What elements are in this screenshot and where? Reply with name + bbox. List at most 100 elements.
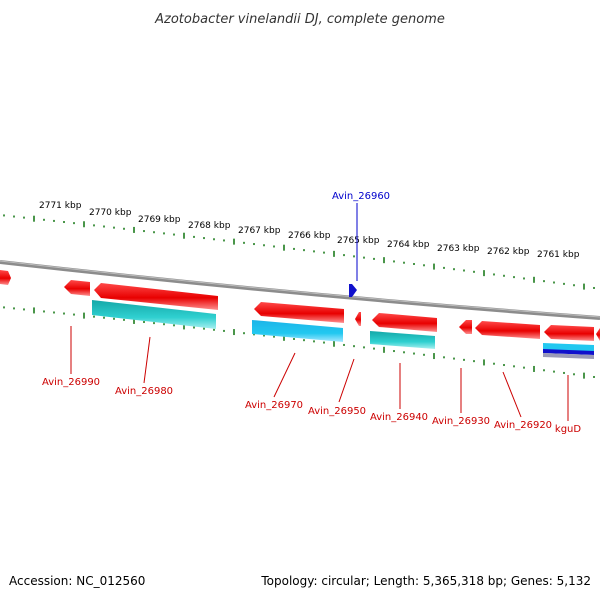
leader-line-avin-26950 [338,358,355,403]
scale-tick [183,323,185,330]
scale-tick [503,364,505,367]
scale-tick [123,318,125,321]
gene-arrow[interactable] [596,328,600,341]
gene-features [0,270,600,359]
scale-tick [53,219,55,222]
scale-tick [243,241,245,244]
scale-tick [463,358,465,361]
scale-tick [473,360,475,363]
scale-tick [353,345,355,348]
gene-label-avin-26980[interactable]: Avin_26980 [115,386,173,397]
scale-tick [423,264,425,267]
scale-tick [43,218,45,221]
scale-tick [523,277,525,280]
leader-line-avin-26920 [502,371,522,418]
scale-tick [343,343,345,346]
scale-tick [243,332,245,335]
scale-tick [513,276,515,279]
scale-tick [303,249,305,252]
scale-label: 2765 kbp [337,236,380,246]
genome-backbone [0,260,600,320]
scale-tick [523,366,525,369]
gene-label-avin-26970[interactable]: Avin_26970 [245,400,303,411]
scale-tick [493,273,495,276]
scale-tick [403,351,405,354]
gene-arrow-avin-26940[interactable] [372,313,437,332]
scale-tick [23,308,25,311]
scale-tick [3,306,5,309]
scale-label: 2769 kbp [138,215,181,225]
gene-label-avin-26940[interactable]: Avin_26940 [370,412,428,423]
scale-tick [583,283,585,290]
scale-tick [563,282,565,285]
scale-tick [313,250,315,253]
gene-bar-avin-26940[interactable] [370,331,435,349]
scale-label: 2766 kbp [288,231,331,241]
scale-tick [333,250,335,257]
leader-line-avin-26980 [143,336,151,384]
scale-tick [273,335,275,338]
gene-bar-kgud-grey[interactable] [543,353,594,359]
scale-tick [453,357,455,360]
scale-tick [173,324,175,327]
scale-tick [193,235,195,238]
scale-tick [113,226,115,229]
gene-label-avin-26920[interactable]: Avin_26920 [494,420,552,431]
scale-tick [133,226,135,233]
gene-bar-avin-26980[interactable] [92,300,216,329]
map-title: Azotobacter vinelandii DJ, complete geno… [154,12,445,27]
scale-tick [563,371,565,374]
scale-tick [33,307,35,314]
scale-label: 2768 kbp [188,221,231,231]
gene-label-avin-26950[interactable]: Avin_26950 [308,406,366,417]
gene-label-avin-26960[interactable]: Avin_26960 [332,191,390,202]
scale-tick [13,215,15,218]
scale-label: 2771 kbp [39,201,82,211]
gene-arrow-avin-26980[interactable] [94,283,218,310]
scale-tick [413,352,415,355]
scale-tick [373,347,375,350]
scale-tick [393,350,395,353]
scale-tick [53,311,55,314]
gene-arrow-kgud[interactable] [544,325,594,341]
scale-tick [183,232,185,239]
scale-tick [63,312,65,315]
gene-arrow-avin-26950[interactable] [355,312,361,326]
scale-tick [103,225,105,228]
gene-label-kgud[interactable]: kguD [555,424,581,435]
scale-tick [283,334,285,341]
scale-tick [83,221,85,228]
gene-label-avin-26990[interactable]: Avin_26990 [42,377,100,388]
scale-tick [33,215,35,222]
scale-tick [203,237,205,240]
scale-tick [113,317,115,320]
scale-tick [483,270,485,277]
gene-arrow-avin-26920[interactable] [475,321,540,339]
scale-tick [93,315,95,318]
gene-arrow-avin-26960[interactable] [349,284,357,297]
gene-label-avin-26930[interactable]: Avin_26930 [432,416,490,427]
gene-bar-avin-26970[interactable] [252,320,343,342]
scale-tick [533,365,535,372]
scale-tick [13,307,15,310]
scale-tick [123,227,125,230]
scale-tick [233,329,235,336]
scale-tick [143,321,145,324]
scale-tick [3,214,5,217]
scale-tick [173,233,175,236]
scale-tick [443,266,445,269]
gene-arrow[interactable] [0,270,11,285]
scale-label: 2770 kbp [89,208,132,218]
scale-tick [333,340,335,347]
gene-arrow-avin-26930[interactable] [459,320,472,334]
scale-tick [593,286,595,289]
scale-tick [163,232,165,235]
scale-tick [463,269,465,272]
gene-arrow-avin-26990[interactable] [64,280,90,296]
gene-arrow-avin-26970[interactable] [254,302,344,323]
scale-tick [553,281,555,284]
scale-tick [23,216,25,219]
scale-tick [133,317,135,324]
scale-tick [473,270,475,273]
